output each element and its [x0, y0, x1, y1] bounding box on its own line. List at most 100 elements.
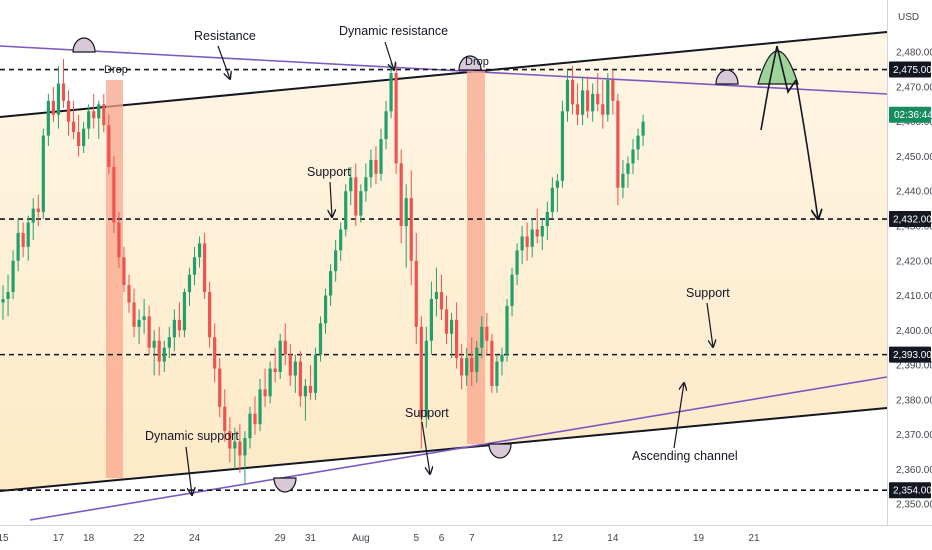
- candles: [1, 59, 645, 484]
- candle: [233, 427, 237, 470]
- candle-body: [611, 79, 615, 101]
- support-label-1: Support: [307, 165, 351, 179]
- candle-body: [21, 232, 25, 247]
- pivot-marker-0: [72, 37, 96, 53]
- candle: [167, 326, 171, 359]
- candle: [480, 316, 484, 359]
- candle-body: [152, 340, 156, 348]
- candle: [520, 225, 524, 265]
- candle-body: [208, 292, 212, 338]
- candle-body: [132, 302, 136, 327]
- candle: [384, 100, 388, 150]
- candle-body: [626, 163, 630, 174]
- candle: [172, 309, 176, 352]
- candle-body: [147, 316, 151, 348]
- candle-body: [313, 354, 318, 393]
- candle-body: [1, 299, 5, 303]
- candle-body: [515, 250, 519, 275]
- candle-body: [475, 347, 479, 373]
- candle-body: [359, 191, 363, 216]
- candle-body: [485, 326, 489, 341]
- channel-lower-line: [0, 407, 887, 492]
- candle: [550, 177, 554, 220]
- time-tick-label: Aug: [352, 533, 370, 544]
- candle-body: [545, 212, 549, 226]
- currency-label: USD: [898, 12, 919, 23]
- dynamic-resistance-arrow: [384, 41, 394, 70]
- candle-body: [354, 177, 358, 216]
- candle-body: [243, 438, 247, 456]
- time-tick-label: 17: [53, 533, 65, 544]
- candle: [323, 288, 328, 334]
- candle: [243, 431, 247, 484]
- candle: [621, 159, 625, 199]
- candle: [495, 354, 499, 393]
- candle-body: [293, 361, 297, 376]
- candle-body: [490, 340, 494, 386]
- candle: [117, 212, 121, 268]
- candle-body: [223, 406, 227, 432]
- candle-body: [555, 180, 559, 188]
- candle-body: [258, 389, 262, 425]
- candle: [591, 83, 595, 122]
- price-tick-label: 2,450.00: [896, 152, 932, 163]
- candle-body: [399, 163, 403, 226]
- candle-body: [500, 354, 504, 362]
- candle-body: [510, 274, 514, 306]
- price-tick-label: 2,410.00: [896, 291, 932, 302]
- dynamic-resistance-label: Dynamic resistance: [339, 24, 448, 38]
- candle-body: [419, 326, 423, 418]
- candle: [308, 365, 313, 400]
- candle-body: [560, 111, 565, 181]
- candle: [424, 326, 428, 428]
- candle: [409, 170, 413, 286]
- candle: [626, 156, 630, 188]
- candle: [455, 302, 459, 369]
- candle: [208, 281, 212, 348]
- candle: [197, 236, 202, 268]
- candle: [399, 149, 403, 244]
- candle: [404, 184, 408, 268]
- time-tick-label: 5: [413, 533, 419, 544]
- candle: [127, 274, 131, 313]
- candle-body: [505, 305, 509, 355]
- resistance-arrow: [217, 45, 230, 79]
- time-tick-label: 14: [607, 533, 619, 544]
- candle: [540, 219, 544, 251]
- pivot-marker-4: [488, 443, 512, 459]
- candle-body: [82, 128, 86, 147]
- price-axis[interactable]: 2,350.00 2,360.00 2,370.00 2,380.00 2,390.00…: [887, 0, 932, 550]
- candle-body: [540, 225, 544, 237]
- candle-body: [444, 309, 449, 334]
- candle: [36, 194, 40, 226]
- time-axis[interactable]: 15 17 18 22 24 29 31 Aug 5 6 7 12 14 19 21: [0, 525, 932, 550]
- candle: [203, 232, 207, 300]
- candle: [16, 219, 20, 272]
- candle: [414, 232, 418, 345]
- candle: [82, 121, 86, 153]
- candle: [71, 100, 76, 140]
- resistance-label: Resistance: [194, 29, 256, 43]
- candle: [187, 267, 192, 306]
- candle-body: [339, 229, 343, 251]
- candle: [611, 69, 615, 115]
- projection-zigzag: [760, 45, 797, 131]
- candle-body: [182, 292, 187, 331]
- level-price-tag-text: 2,393.00: [893, 350, 932, 361]
- candle-body: [596, 93, 600, 105]
- candle: [439, 274, 444, 320]
- candle-body: [586, 90, 590, 112]
- candle-body: [218, 368, 222, 407]
- candle: [238, 424, 242, 473]
- candle-body: [87, 111, 91, 129]
- candle: [228, 417, 232, 463]
- candle: [147, 305, 151, 355]
- candle-body: [46, 100, 50, 136]
- time-tick-label: 6: [439, 533, 445, 544]
- candle: [51, 86, 55, 122]
- candle: [485, 312, 489, 355]
- candle: [41, 128, 45, 220]
- price-axis-bg: [887, 0, 932, 550]
- time-tick-label: 21: [748, 533, 760, 544]
- candle-body: [460, 358, 464, 376]
